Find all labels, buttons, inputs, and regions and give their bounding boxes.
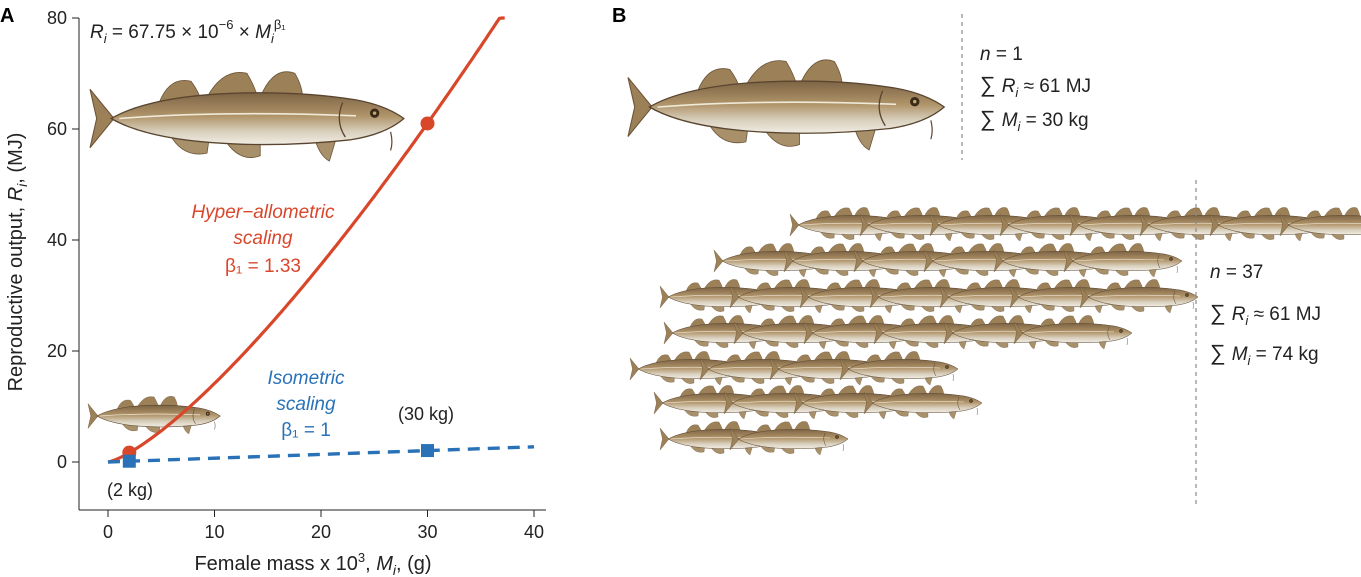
isometric-data-point: [122, 454, 136, 468]
y-tick-label: 0: [57, 452, 67, 472]
iso-label-line1: Isometric: [267, 368, 345, 389]
hyper-data-point: [420, 116, 435, 131]
series-layer: [107, 16, 535, 468]
x-tick-label: 40: [524, 522, 544, 542]
group-2-stats: n = 37 ∑ Ri ≈ 61 MJ ∑ Mi = 74 kg: [1210, 262, 1321, 368]
x-axis-label: Female mass x 103, Mi, (g): [194, 550, 431, 577]
y-axis-label: Reproductive output, Ri, (MJ): [5, 133, 30, 392]
x-tick-label: 0: [103, 522, 113, 542]
iso-label-line2: scaling: [276, 394, 336, 415]
small-cod-illustration: [87, 395, 221, 435]
y-ticks: 0 20 40 60 80: [47, 8, 79, 472]
group2-n: n = 37: [1210, 262, 1263, 283]
iso-label-beta: β₁ = 1: [281, 420, 331, 441]
panel-a-label: A: [0, 5, 14, 27]
hyper-label-line1: Hyper−allometric: [191, 202, 335, 223]
y-tick-label: 20: [47, 341, 67, 361]
group2-sum-m: ∑ Mi = 74 kg: [1210, 340, 1319, 368]
x-tick-label: 10: [204, 522, 224, 542]
large-cod-illustration: [89, 70, 405, 162]
y-tick-label: 40: [47, 230, 67, 250]
isometric-line: [107, 445, 535, 464]
isometric-data-point: [421, 444, 434, 458]
y-tick-label: 80: [47, 8, 67, 28]
group1-n: n = 1: [980, 44, 1023, 65]
y-tick-label: 60: [47, 119, 67, 139]
school-cod: [1279, 207, 1361, 242]
group-1-stats: n = 1 ∑ Ri ≈ 61 MJ ∑ Mi = 30 kg: [980, 44, 1091, 134]
scaling-formula: Ri = 67.75 × 10−6 × Miβ₁: [90, 17, 286, 46]
panel-b-label: B: [612, 5, 626, 27]
annotation-30kg: (30 kg): [398, 404, 454, 424]
annotation-2kg: (2 kg): [107, 480, 153, 500]
x-ticks: 0 10 20 30 40: [103, 510, 544, 542]
school-of-small-cod: [629, 207, 1361, 456]
hyper-label-beta: β₁ = 1.33: [225, 256, 301, 277]
hyper-label-line2: scaling: [233, 228, 293, 249]
single-large-cod: [627, 59, 946, 151]
group1-sum-r: ∑ Ri ≈ 61 MJ: [980, 72, 1091, 100]
x-tick-label: 30: [417, 522, 437, 542]
group1-sum-m: ∑ Mi = 30 kg: [980, 106, 1089, 134]
hyper-allometric-curve: [107, 16, 505, 464]
x-tick-label: 20: [311, 522, 331, 542]
group2-sum-r: ∑ Ri ≈ 61 MJ: [1210, 300, 1321, 328]
